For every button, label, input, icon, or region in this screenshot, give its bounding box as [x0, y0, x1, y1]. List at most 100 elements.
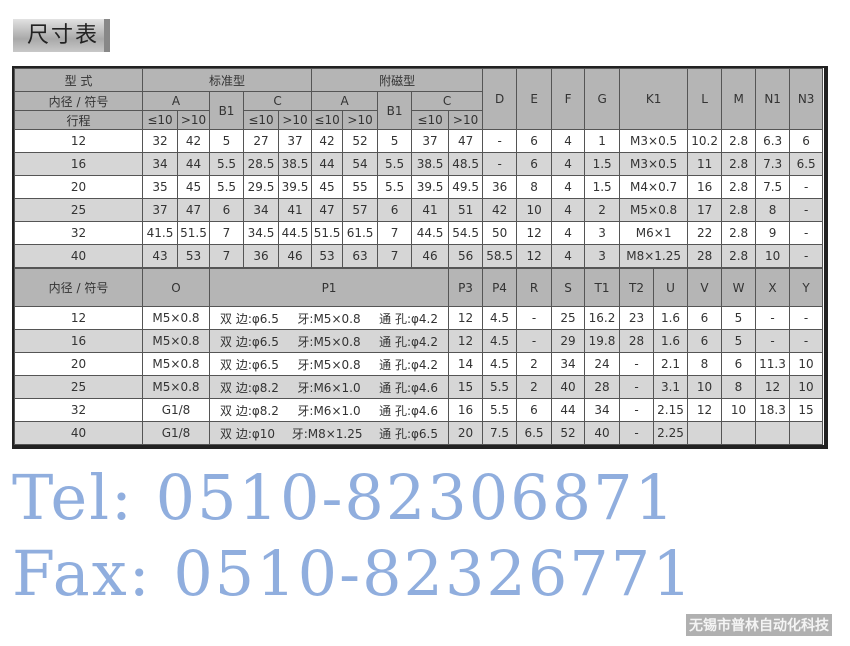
bore-cell: 20 — [14, 175, 143, 199]
dimension-table-frame: 型 式 标准型 附磁型 D E F G K1 L M N1 N3 内径 / 符号… — [12, 66, 828, 449]
value-cell: 6 — [209, 198, 244, 222]
P1-spec: 双 边:φ8.2 — [220, 403, 279, 418]
value-cell: 34 — [551, 352, 585, 376]
value-cell: 36 — [243, 244, 279, 268]
value-cell: 9 — [755, 221, 791, 245]
header-S: S — [551, 268, 585, 307]
value-cell: 42 — [482, 198, 518, 222]
header-magnetic: 附磁型 — [311, 68, 484, 92]
P1-spec: 通 孔:φ4.2 — [379, 357, 438, 372]
fax-watermark: Fax: 0510-82326771 — [12, 537, 694, 610]
bore-cell: 25 — [14, 198, 143, 222]
value-cell: 5.5 — [209, 175, 244, 199]
value-cell: 8 — [687, 352, 722, 376]
value-cell: 55 — [342, 175, 379, 199]
value-cell: 49.5 — [448, 175, 484, 199]
value-cell: 6.5 — [789, 152, 824, 176]
header-N1: N1 — [755, 68, 791, 130]
bore-cell: 32 — [14, 221, 143, 245]
value-cell: 28 — [584, 375, 620, 399]
P1-spec: 双 边:φ8.2 — [220, 380, 279, 395]
value-cell: 37 — [142, 198, 178, 222]
O-cell: M5×0.8 — [142, 329, 210, 353]
value-cell: 45 — [177, 175, 210, 199]
P1-spec: 牙:M6×1.0 — [297, 380, 361, 395]
value-cell: 8 — [721, 375, 756, 399]
header-P4: P4 — [482, 268, 517, 307]
value-cell: - — [789, 306, 823, 330]
P1-spec: 双 边:φ6.5 — [220, 357, 279, 372]
header-E: E — [516, 68, 553, 130]
value-cell: 57 — [342, 198, 379, 222]
bore-cell: 12 — [14, 129, 143, 153]
header-bore-2: 内径 / 符号 — [14, 268, 143, 307]
value-cell: 4.5 — [482, 306, 517, 330]
header-model: 型 式 — [14, 68, 143, 92]
value-cell: 12 — [755, 375, 790, 399]
value-cell: 4 — [551, 221, 586, 245]
value-cell: 51.5 — [311, 221, 344, 245]
header-le10: ≤10 — [411, 110, 450, 130]
value-cell: 12 — [516, 221, 553, 245]
value-cell: 5.5 — [209, 152, 244, 176]
value-cell: 34 — [243, 198, 279, 222]
value-cell: - — [619, 375, 654, 399]
value-cell: 28 — [619, 329, 654, 353]
value-cell: 1.6 — [653, 329, 688, 353]
value-cell: 63 — [342, 244, 379, 268]
P1-spec: 双 边:φ6.5 — [220, 311, 279, 326]
value-cell: 2 — [584, 198, 621, 222]
value-cell: 44 — [177, 152, 210, 176]
header-T2: T2 — [619, 268, 654, 307]
header-le10: ≤10 — [142, 110, 178, 130]
value-cell: M4×0.7 — [619, 175, 689, 199]
P1-spec: 通 孔:φ4.6 — [379, 403, 438, 418]
value-cell: 47 — [311, 198, 344, 222]
value-cell: M5×0.8 — [619, 198, 689, 222]
value-cell: 14 — [448, 352, 483, 376]
value-cell: - — [755, 329, 790, 353]
header-T1: T1 — [584, 268, 620, 307]
header-le10: ≤10 — [243, 110, 279, 130]
value-cell: 10.2 — [687, 129, 723, 153]
value-cell: 6.5 — [516, 421, 552, 445]
value-cell: 4 — [551, 129, 586, 153]
value-cell: 10 — [687, 375, 722, 399]
header-mag-A: A — [311, 91, 379, 111]
value-cell — [755, 421, 790, 445]
header-N3: N3 — [789, 68, 824, 130]
value-cell: - — [619, 421, 654, 445]
value-cell: 15 — [448, 375, 483, 399]
P1-spec: 牙:M6×1.0 — [297, 403, 361, 418]
value-cell: 6 — [687, 306, 722, 330]
value-cell: 4 — [551, 152, 586, 176]
value-cell: 28 — [687, 244, 723, 268]
value-cell: 44 — [311, 152, 344, 176]
table-row: 20 35 45 5.5 29.5 39.5 45 55 5.5 39.5 49.5 36 8 4 1.5 M… — [14, 175, 824, 199]
header-F: F — [551, 68, 586, 130]
value-cell: 5.5 — [482, 375, 517, 399]
header-V: V — [687, 268, 722, 307]
value-cell: 16 — [687, 175, 723, 199]
value-cell: 39.5 — [411, 175, 450, 199]
header-G: G — [584, 68, 621, 130]
value-cell: 35 — [142, 175, 178, 199]
value-cell: 5 — [721, 329, 756, 353]
table-row: 12 32 42 5 27 37 42 52 5 37 47-6 4 1 M3×0.5 10.2 2.8 6.3… — [14, 129, 824, 153]
header-W: W — [721, 268, 756, 307]
P1-spec: 牙:M8×1.25 — [291, 426, 363, 441]
value-cell: 10 — [789, 352, 823, 376]
value-cell: 10 — [516, 198, 553, 222]
P1-cell: 双 边:φ6.5 牙:M5×0.8 通 孔:φ4.2 — [209, 329, 449, 353]
value-cell: 37 — [277, 129, 313, 153]
value-cell: 7 — [209, 221, 244, 245]
bore-cell: 25 — [14, 375, 143, 399]
header-K1: K1 — [619, 68, 689, 130]
table-row: 32 G1/8 双 边:φ8.2 牙:M6×1.0 通 孔:φ4.6 16 5.5 6 44 34… — [14, 398, 823, 422]
value-cell: 10 — [721, 398, 756, 422]
value-cell: 4 — [551, 244, 586, 268]
value-cell: 41.5 — [142, 221, 178, 245]
value-cell: 2.15 — [653, 398, 688, 422]
value-cell: 51.5 — [177, 221, 210, 245]
company-watermark: 无锡市普林自动化科技 — [686, 614, 832, 636]
